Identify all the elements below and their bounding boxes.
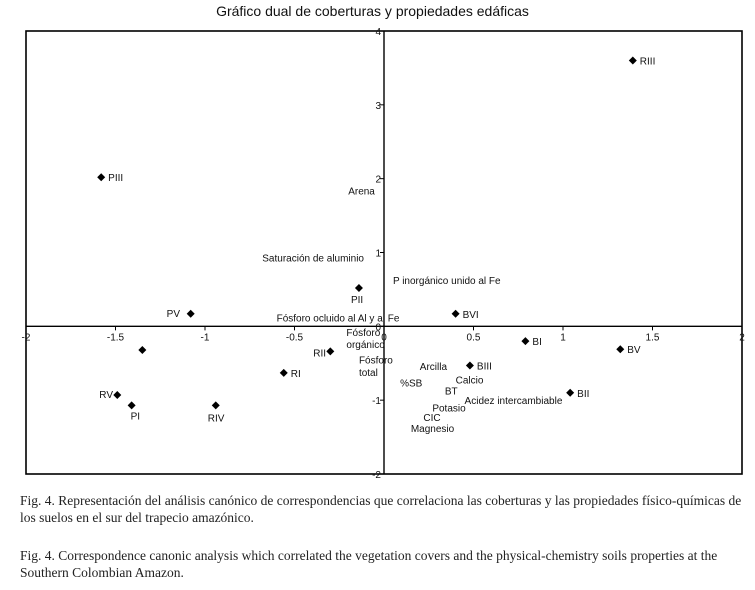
y-tick-label: 0 [375,322,381,333]
data-point-label: RIII [640,57,656,68]
data-point-label: BII [577,389,589,400]
data-point-label: BIII [477,361,492,372]
y-tick-label: -1 [372,396,381,407]
variable-label: Potasio [432,404,466,415]
y-tick-label: 3 [375,101,381,112]
data-point-label: RII [313,348,326,359]
data-point-marker [211,401,220,410]
data-point-marker [616,345,625,354]
y-tick-label: 1 [375,249,381,260]
data-point-marker [113,390,122,399]
variable-label: %SB [400,378,423,389]
variable-label: Arcilla [420,362,448,373]
variable-labels: Arena Saturación de aluminio P inorgánico … [262,186,563,435]
data-point-label: PIII [108,173,123,184]
chart-title: Gráfico dual de coberturas y propiedades… [216,3,529,19]
data-point-marker [465,361,474,370]
data-point-label: PV [167,309,181,320]
data-point-marker [354,283,363,292]
data-point-label: RV [99,390,113,401]
variable-label: Acidez intercambiable [465,396,563,407]
variable-label: Saturación de aluminio [262,254,364,265]
variable-label: total [359,368,378,379]
x-tick-label: 0.5 [467,332,481,343]
data-point-marker [628,56,637,65]
variable-label: orgánico [346,340,385,351]
variable-label: Fósforo [346,328,380,339]
data-points: RIII PIII PII BVI PV RII RI BI BIII BV BII RV PI RIV [97,56,656,424]
x-tick-label: 0 [381,332,387,343]
data-point-label: BVI [463,310,479,321]
x-tick-label: -1.5 [107,332,125,343]
data-point-marker [451,309,460,318]
variable-label: Magnesio [411,424,455,435]
data-point-label: PI [131,411,140,422]
tick-labels: -2 -1.5 -1 -0.5 0 0.5 1 1.5 2 -2 -1 0 1 2 3 4 [22,27,746,481]
data-point-marker [138,345,147,354]
data-point-marker [127,401,136,410]
data-point-label: BI [532,337,541,348]
data-point-label: BV [627,345,641,356]
variable-label: Calcio [456,375,484,386]
data-point-marker [186,309,195,318]
x-tick-label: -0.5 [286,332,304,343]
variable-label: Fósforo [359,356,393,367]
variable-label: BT [445,387,458,398]
caption-english: Fig. 4. Correspondence canonic analysis … [20,548,718,580]
data-point-marker [97,173,106,182]
x-tick-label: 2 [739,332,745,343]
caption-spanish: Fig. 4. Representación del análisis canó… [20,493,742,525]
data-point-label: RI [291,369,301,380]
variable-label: CIC [423,413,440,424]
data-point-marker [566,388,575,397]
variable-label: Fósforo ocluido al Al y al Fe [277,313,400,324]
data-point-marker [326,347,335,356]
x-tick-label: 1 [560,332,566,343]
ordination-chart: -2 -1.5 -1 -0.5 0 0.5 1 1.5 2 -2 -1 0 1 2 3 4 Arena Satu… [22,27,746,481]
y-tick-label: -2 [372,470,381,481]
x-tick-label: 1.5 [646,332,660,343]
y-tick-label: 4 [375,27,381,38]
data-point-marker [521,337,530,346]
data-point-label: PII [351,295,363,306]
variable-label: Arena [348,186,375,197]
y-tick-label: 2 [375,175,381,186]
x-tick-label: -1 [201,332,210,343]
data-point-label: RIV [208,413,225,424]
x-tick-label: -2 [22,332,31,343]
data-point-marker [279,368,288,377]
variable-label: P inorgánico unido al Fe [393,276,501,287]
